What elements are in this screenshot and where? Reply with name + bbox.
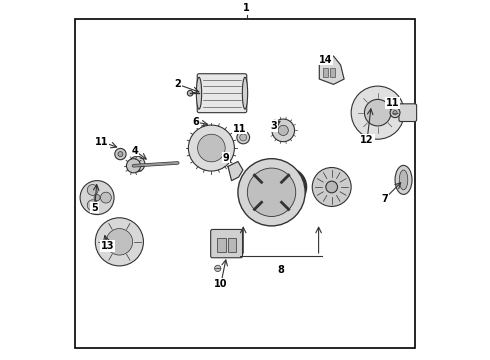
Circle shape xyxy=(80,181,114,215)
Text: 4: 4 xyxy=(131,145,138,156)
Text: 9: 9 xyxy=(223,153,230,163)
Circle shape xyxy=(240,134,247,141)
Circle shape xyxy=(326,181,338,193)
Text: 3: 3 xyxy=(270,121,277,131)
Text: 5: 5 xyxy=(91,203,98,212)
Circle shape xyxy=(247,168,296,216)
FancyBboxPatch shape xyxy=(399,104,416,122)
Text: 2: 2 xyxy=(174,79,181,89)
Circle shape xyxy=(96,218,144,266)
Circle shape xyxy=(238,159,305,226)
Text: 11: 11 xyxy=(95,137,108,147)
FancyBboxPatch shape xyxy=(197,74,247,113)
Text: 13: 13 xyxy=(101,241,115,251)
Bar xyxy=(323,68,328,77)
Circle shape xyxy=(272,119,294,142)
Ellipse shape xyxy=(395,165,412,194)
FancyBboxPatch shape xyxy=(211,229,243,258)
Circle shape xyxy=(94,194,100,201)
Ellipse shape xyxy=(243,77,247,109)
Circle shape xyxy=(237,131,249,144)
Circle shape xyxy=(278,125,288,135)
Text: 11: 11 xyxy=(233,123,246,134)
Circle shape xyxy=(215,265,221,271)
Text: 10: 10 xyxy=(214,279,228,289)
Circle shape xyxy=(115,148,126,160)
Bar xyxy=(330,68,335,77)
Circle shape xyxy=(87,185,98,195)
Circle shape xyxy=(129,156,145,172)
Polygon shape xyxy=(228,162,243,181)
Bar xyxy=(228,238,236,252)
Circle shape xyxy=(312,167,351,206)
Ellipse shape xyxy=(399,170,408,190)
Circle shape xyxy=(106,229,133,255)
Circle shape xyxy=(351,86,404,139)
Text: 6: 6 xyxy=(193,117,199,127)
Circle shape xyxy=(87,200,98,211)
Circle shape xyxy=(118,152,123,157)
Text: 1: 1 xyxy=(244,3,250,13)
Circle shape xyxy=(187,90,193,96)
Polygon shape xyxy=(319,56,344,84)
Circle shape xyxy=(100,192,111,203)
Bar xyxy=(217,238,225,252)
Circle shape xyxy=(126,159,141,173)
Circle shape xyxy=(393,111,397,115)
Circle shape xyxy=(365,99,391,126)
Text: 14: 14 xyxy=(319,55,332,64)
Circle shape xyxy=(197,134,225,162)
Text: 12: 12 xyxy=(360,135,374,145)
Circle shape xyxy=(188,125,234,171)
Ellipse shape xyxy=(196,77,202,109)
Text: 8: 8 xyxy=(277,265,284,275)
Circle shape xyxy=(390,108,400,118)
Text: 7: 7 xyxy=(381,194,388,204)
Text: 11: 11 xyxy=(386,98,399,108)
